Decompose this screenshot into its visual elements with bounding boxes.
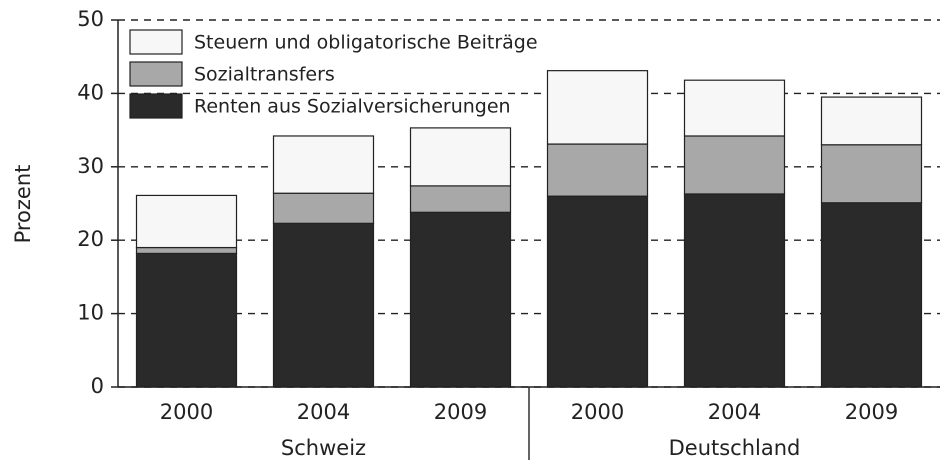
- x-tick-label: 2000: [160, 400, 213, 424]
- legend-label: Sozialtransfers: [194, 64, 335, 86]
- legend-swatch: [129, 93, 183, 119]
- y-axis-label: Prozent: [11, 165, 35, 244]
- legend-label: Renten aus Sozialversicherungen: [194, 96, 511, 118]
- x-tick-label: 2009: [845, 400, 898, 424]
- y-tick-label: 50: [77, 7, 104, 31]
- bar-segment: [683, 193, 786, 388]
- bar-segment: [409, 127, 512, 187]
- x-tick-label: 2000: [571, 400, 624, 424]
- bar-segment: [272, 135, 375, 194]
- y-tick-label: 30: [77, 154, 104, 178]
- bar-segment: [409, 185, 512, 213]
- bar-segment: [272, 192, 375, 224]
- y-tick-label: 40: [77, 80, 104, 104]
- bar-segment: [409, 211, 512, 388]
- legend-label: Steuern und obligatorische Beiträge: [194, 32, 538, 54]
- x-tick-label: 2009: [434, 400, 487, 424]
- x-tick-label: 2004: [297, 400, 350, 424]
- bar-segment: [683, 79, 786, 137]
- group-label: Deutschland: [669, 436, 801, 460]
- bar-segment: [546, 70, 649, 145]
- x-tick-label: 2004: [708, 400, 761, 424]
- bar-segment: [546, 143, 649, 197]
- bar-segment: [683, 135, 786, 195]
- bar-segment: [272, 222, 375, 388]
- y-tick-label: 0: [91, 374, 104, 398]
- bar-segment: [546, 195, 649, 388]
- legend-swatch: [129, 61, 183, 87]
- bar-segment: [820, 96, 923, 146]
- bar-segment: [135, 246, 238, 255]
- y-tick-label: 20: [77, 227, 104, 251]
- bar-segment: [820, 144, 923, 204]
- bar-segment: [820, 202, 923, 388]
- y-tick-label: 10: [77, 301, 104, 325]
- bar-segment: [135, 194, 238, 249]
- group-label: Schweiz: [281, 436, 366, 460]
- bar-segment: [135, 252, 238, 388]
- legend-swatch: [129, 29, 183, 55]
